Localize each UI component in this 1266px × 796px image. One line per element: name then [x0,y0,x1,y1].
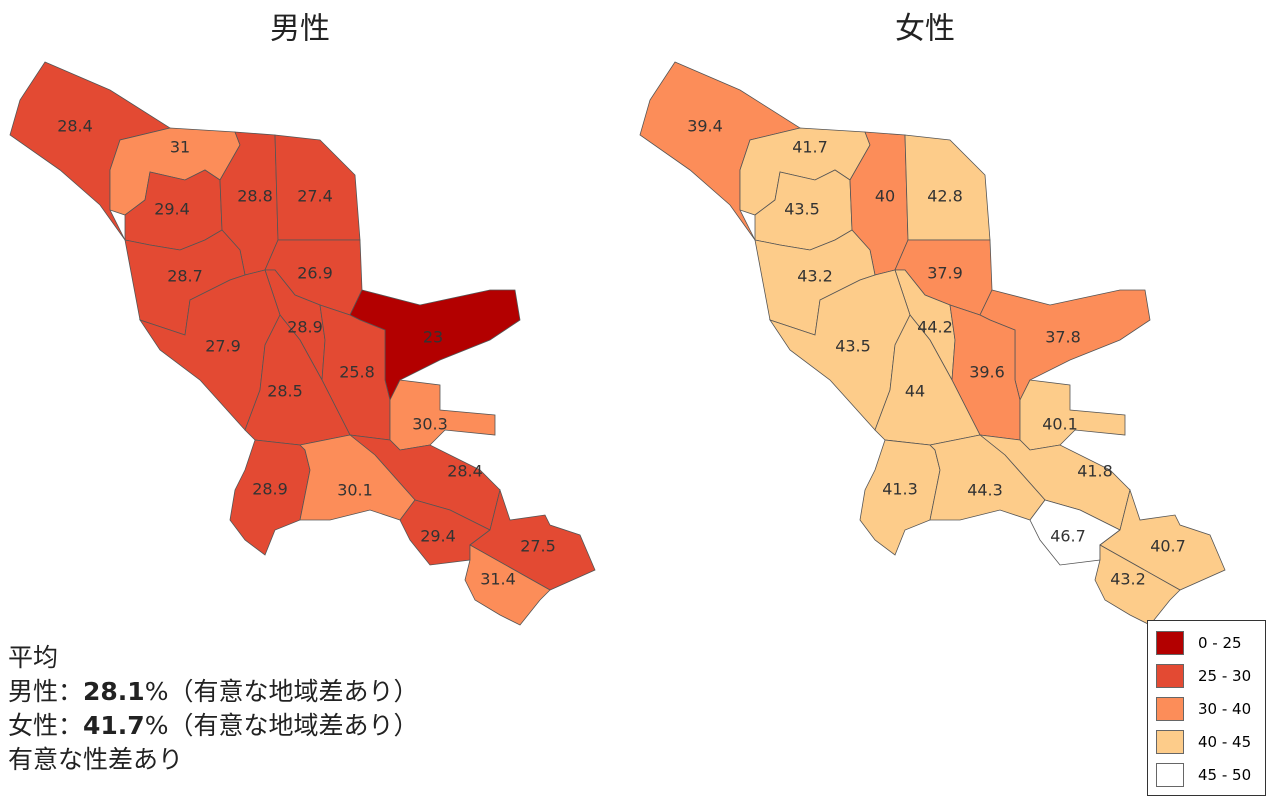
region-label: 40 [875,187,895,206]
map-title: 男性 [270,12,330,47]
region-label: 41.7 [792,138,828,157]
region-label: 39.6 [969,363,1005,382]
region-label: 28.5 [267,382,303,401]
region-label: 27.5 [520,537,556,556]
region-label: 28.9 [287,318,323,337]
prefix: 女性： [8,711,84,740]
legend-label: 30 - 40 [1198,700,1252,718]
legend-swatch [1156,664,1184,688]
region [904,134,991,241]
map-title: 女性 [895,12,955,47]
legend-label: 0 - 25 [1198,634,1242,652]
region-label: 28.9 [252,480,288,499]
region [299,434,416,521]
map: 39.4 41.7 43.5 40 42.8 43.2 37.9 37.8 44.2 43.5 39… [639,61,1226,626]
region-label: 30.1 [337,481,373,500]
region [929,434,1046,521]
region-label: 39.4 [687,117,723,136]
legend-swatch [1156,631,1184,655]
legend-swatch [1156,697,1184,721]
suffix: %（有意な地域差あり） [144,711,419,740]
region-label: 25.8 [339,363,375,382]
region-label: 29.4 [420,527,456,546]
region-label: 31.4 [480,570,516,589]
region-label: 43.2 [797,267,833,286]
region-label: 29.4 [154,200,190,219]
region-label: 23 [423,328,443,347]
value: 41.7 [83,711,145,740]
region-label: 46.7 [1050,527,1086,546]
legend-label: 40 - 45 [1198,733,1252,751]
region-label: 44 [905,382,925,401]
region-label: 43.2 [1110,570,1146,589]
region-label: 44.2 [917,318,953,337]
region-label: 43.5 [784,200,820,219]
region [464,544,551,626]
region-label: 40.7 [1150,537,1186,556]
value: 28.1 [83,677,145,706]
legend-label: 45 - 50 [1198,766,1252,784]
region-label: 28.4 [447,462,483,481]
region-label: 43.5 [835,337,871,356]
region-label: 28.8 [237,187,273,206]
legend-label: 25 - 30 [1198,667,1252,685]
region [9,61,172,241]
region [639,61,802,241]
legend-swatch [1156,763,1184,787]
region-label: 37.8 [1045,328,1081,347]
suffix: %（有意な地域差あり） [144,677,419,706]
region-label: 30.3 [412,415,448,434]
prefix: 男性： [8,677,84,706]
summary-line: 女性：41.7%（有意な地域差あり） [8,706,418,742]
region [1094,544,1181,626]
region-label: 27.9 [205,337,241,356]
map: 28.4 31 29.4 28.8 27.4 28.7 26.9 23 28.9 27.9 25.8… [9,61,596,626]
region-label: 44.3 [967,481,1003,500]
summary-note: 有意な性差あり [8,745,184,774]
region [274,134,361,241]
summary-heading: 平均 [8,643,59,672]
region-label: 28.4 [57,117,93,136]
legend: 0 - 25 25 - 30 30 - 40 40 - 45 45 - 50 [1147,620,1266,796]
legend-swatch [1156,730,1184,754]
region-label: 28.7 [167,267,203,286]
region-label: 37.9 [927,264,963,283]
region-label: 27.4 [297,187,333,206]
region-label: 41.8 [1077,462,1113,481]
region-label: 42.8 [927,187,963,206]
summary-line: 男性：28.1%（有意な地域差あり） [8,672,418,708]
region-label: 40.1 [1042,415,1078,434]
region-label: 26.9 [297,264,333,283]
region-label: 31 [170,138,190,157]
region-label: 41.3 [882,480,918,499]
